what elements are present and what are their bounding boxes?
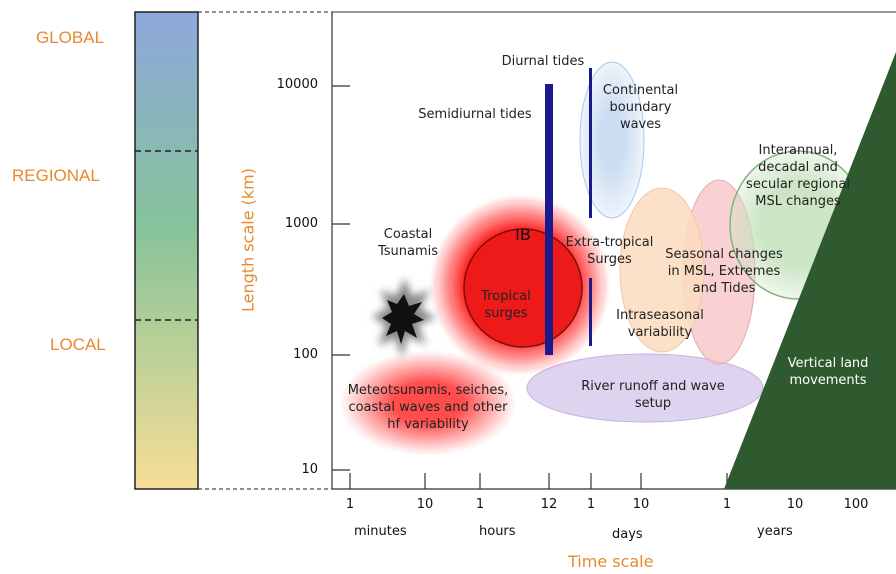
intraseasonal-region [619, 187, 705, 353]
y-axis-title: Length scale (km) [238, 168, 258, 312]
scale-label-global: GLOBAL [36, 28, 105, 47]
label-coastal-tsunamis: Coastal Tsunamis [377, 227, 439, 259]
label-extra-tropical: Extra-tropical Surges [565, 235, 654, 267]
unit-label-hours: hours [479, 524, 516, 539]
diurnal-tide-bar-bottom [589, 278, 592, 346]
x-tick-label: 100 [843, 497, 869, 512]
label-interannual: Interannual, decadal and secular regiona… [746, 143, 850, 209]
label-seasonal: Seasonal changes in MSL, Extremes and Ti… [665, 247, 783, 296]
x-tick-label: 10 [632, 497, 650, 512]
meteotsunamis-region [340, 351, 516, 455]
diurnal-tide-bar-top [589, 68, 592, 218]
label-diurnal-tides: Diurnal tides [501, 54, 585, 69]
x-tick-label: 10 [416, 497, 434, 512]
x-tick-label: 1 [475, 497, 485, 512]
label-semidiurnal-tides: Semidiurnal tides [418, 107, 532, 122]
label-continental-waves: Continental boundary waves [602, 83, 679, 132]
label-tropical-surges: Tropical surges [481, 289, 531, 321]
x-tick-label: 10 [786, 497, 804, 512]
tsunami-burst [372, 278, 436, 358]
unit-label-years: years [757, 524, 793, 539]
vertical-land-region [724, 52, 896, 489]
x-tick-label: 12 [540, 497, 558, 512]
y-tick-label: 10 [301, 462, 318, 477]
unit-label-days: days [612, 527, 643, 542]
y-tick-label: 100 [293, 347, 318, 362]
x-tick-label: 1 [345, 497, 355, 512]
unit-label-minutes: minutes [354, 524, 407, 539]
y-tick-label: 10000 [276, 77, 318, 92]
label-intraseasonal: Intraseasonal variability [616, 308, 704, 340]
label-meteotsunamis: Meteotsunamis, seiches, coastal waves an… [347, 383, 509, 432]
scale-label-regional: REGIONAL [12, 166, 100, 185]
x-tick-label: 1 [586, 497, 596, 512]
semidiurnal-tide-bar [545, 84, 553, 355]
x-axis-title: Time scale [568, 552, 654, 571]
river-runoff-region [526, 353, 764, 423]
x-tick-label: 1 [722, 497, 732, 512]
y-tick-label: 1000 [284, 216, 318, 231]
label-vertical-land: Vertical land movements [787, 356, 869, 388]
continental-waves-region [579, 61, 645, 219]
spatial-scale-bar [134, 11, 199, 490]
label-river-runoff: River runoff and wave setup [581, 379, 725, 411]
label-ib: IB [515, 225, 531, 244]
scale-label-local: LOCAL [50, 335, 106, 354]
